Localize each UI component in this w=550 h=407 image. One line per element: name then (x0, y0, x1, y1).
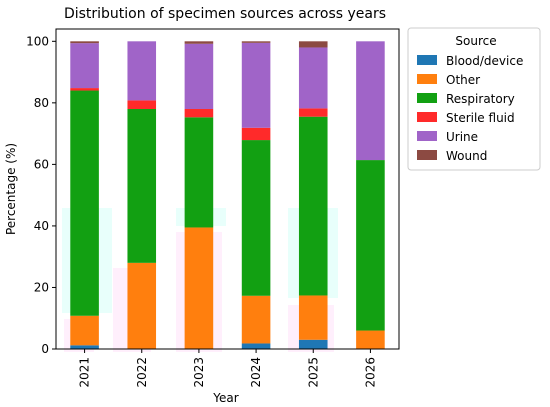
x-axis: 2021 2022 2023 2024 2025 2026 (78, 349, 377, 388)
bar-sterile-fluid-2021 (70, 88, 99, 91)
y-tick-label: 40 (34, 219, 49, 233)
bar-respiratory-2022 (127, 109, 157, 263)
bar-blood-device-2025 (298, 339, 328, 349)
x-tick-label: 2024 (249, 357, 263, 388)
x-tick-label: 2025 (306, 357, 320, 388)
bar-sterile-fluid-2024 (241, 127, 271, 141)
plot-frame (55, 28, 400, 350)
bar-urine-2021 (70, 43, 99, 89)
bar-urine-2026 (356, 41, 385, 161)
x-tick-label: 2021 (78, 357, 92, 388)
bar-sterile-fluid-2022 (127, 100, 157, 109)
bar-urine-2025 (298, 47, 328, 109)
bar-blood-device-2021 (70, 345, 99, 349)
legend-swatch-sterile-fluid (417, 112, 437, 122)
y-tick-label: 60 (34, 157, 49, 171)
bar-respiratory-2025 (298, 116, 328, 296)
legend-box (407, 27, 541, 171)
legend-label-blood-device: Blood/device (446, 54, 523, 68)
bar-sterile-fluid-2023 (184, 109, 214, 118)
y-axis-label: Percentage (%) (4, 143, 18, 235)
bar-urine-2023 (184, 43, 214, 110)
legend-label-sterile-fluid: Sterile fluid (446, 111, 515, 125)
legend-swatch-blood-device (417, 55, 437, 65)
chart-title: Distribution of specimen sources across … (64, 6, 386, 22)
legend-label-respiratory: Respiratory (446, 92, 515, 106)
bar-wound-2024 (241, 41, 271, 43)
legend-swatch-other (417, 74, 437, 84)
y-tick-label: 20 (34, 280, 49, 294)
y-axis: 0 20 40 60 80 100 (26, 34, 56, 356)
legend-label-wound: Wound (446, 149, 487, 163)
legend: Source Blood/device Other Respiratory Steril… (407, 27, 541, 171)
bar-respiratory-2021 (70, 90, 99, 316)
bar-urine-2022 (127, 41, 157, 101)
bar-other-2023 (184, 227, 214, 349)
bar-other-2024 (241, 295, 271, 344)
x-tick-label: 2022 (135, 357, 149, 388)
legend-title: Source (455, 34, 496, 48)
bar-respiratory-2023 (184, 117, 214, 228)
y-tick-label: 80 (34, 96, 49, 110)
bar-respiratory-2024 (241, 140, 271, 296)
bar-other-2022 (127, 262, 157, 349)
bar-wound-2023 (184, 41, 214, 44)
bar-other-2025 (298, 295, 328, 340)
x-tick-label: 2023 (192, 357, 206, 388)
legend-swatch-urine (417, 131, 437, 141)
legend-swatch-respiratory (417, 93, 437, 103)
bar-sterile-fluid-2025 (298, 108, 328, 117)
bar-blood-device-2024 (241, 343, 271, 349)
bar-respiratory-2026 (356, 160, 385, 331)
legend-label-urine: Urine (446, 130, 478, 144)
bar-wound-2021 (70, 41, 99, 44)
bar-wound-2025 (298, 41, 328, 48)
bars-layer (70, 41, 385, 349)
y-tick-label: 0 (41, 342, 49, 356)
legend-label-other: Other (446, 73, 480, 87)
y-tick-label: 100 (26, 34, 49, 48)
bar-urine-2024 (241, 42, 271, 128)
bar-other-2026 (356, 330, 385, 349)
x-tick-label: 2026 (363, 357, 377, 388)
x-axis-label: Year (212, 391, 238, 405)
bar-other-2021 (70, 315, 99, 346)
legend-swatch-wound (417, 150, 437, 160)
